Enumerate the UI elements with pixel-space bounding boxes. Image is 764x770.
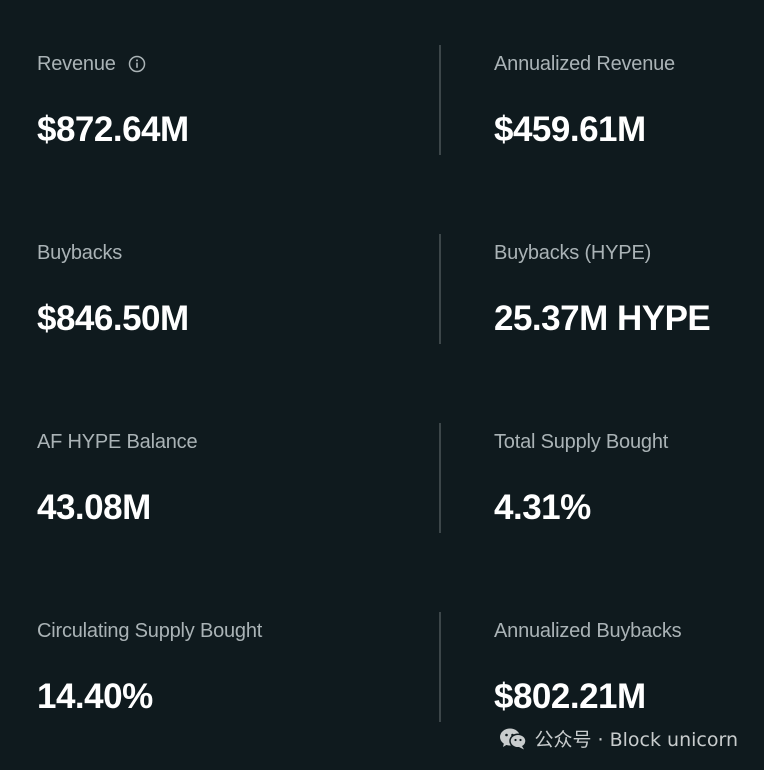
metric-value: 4.31% xyxy=(494,488,591,527)
metric-circulating-supply-bought: Circulating Supply Bought 14.40% xyxy=(37,617,337,717)
metric-buybacks-hype: Buybacks (HYPE) 25.37M HYPE xyxy=(494,239,764,339)
watermark-text: 公众号 · Block unicorn xyxy=(534,729,739,751)
divider xyxy=(439,45,441,155)
metric-label: Annualized Buybacks xyxy=(494,619,682,642)
metric-total-supply-bought: Total Supply Bought 4.31% xyxy=(494,428,764,528)
metric-label: Circulating Supply Bought xyxy=(37,619,263,642)
metric-value: 14.40% xyxy=(37,677,153,716)
metric-revenue: Revenue $872.64M xyxy=(37,50,337,150)
metric-value: $872.64M xyxy=(37,110,189,149)
metric-label: Revenue xyxy=(37,52,116,75)
metric-annualized-revenue: Annualized Revenue $459.61M xyxy=(494,50,764,150)
metric-annualized-buybacks: Annualized Buybacks $802.21M xyxy=(494,617,764,717)
metric-value: $802.21M xyxy=(494,677,646,716)
watermark: 公众号 · Block unicorn xyxy=(499,725,739,752)
metric-value: $459.61M xyxy=(494,110,646,149)
metric-label: Total Supply Bought xyxy=(494,430,669,453)
metric-label: AF HYPE Balance xyxy=(37,430,198,453)
divider xyxy=(439,423,441,533)
metric-value: 25.37M HYPE xyxy=(494,299,711,338)
metric-label: Buybacks (HYPE) xyxy=(494,241,652,264)
metric-label: Buybacks xyxy=(37,241,123,264)
metric-value: $846.50M xyxy=(37,299,189,338)
metric-value: 43.08M xyxy=(37,488,151,527)
metric-label-row: Revenue xyxy=(37,50,337,78)
metric-label: Annualized Revenue xyxy=(494,52,675,75)
info-icon[interactable] xyxy=(128,55,146,73)
wechat-icon xyxy=(499,727,527,751)
metric-af-hype-balance: AF HYPE Balance 43.08M xyxy=(37,428,337,528)
divider xyxy=(439,234,441,344)
metric-buybacks: Buybacks $846.50M xyxy=(37,239,337,339)
divider xyxy=(439,612,441,722)
